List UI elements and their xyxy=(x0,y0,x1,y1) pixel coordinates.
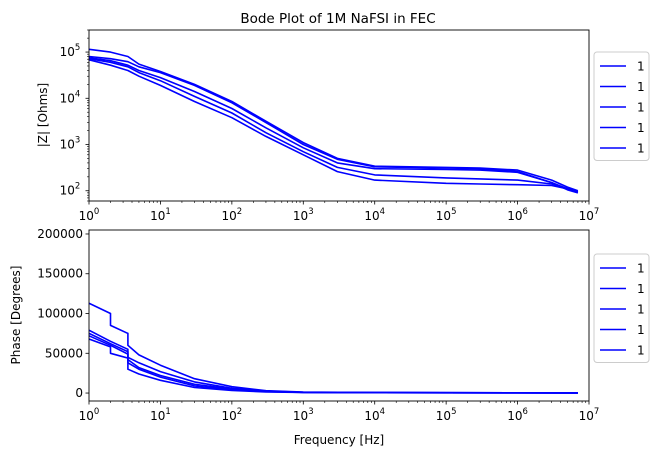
y-tick-label: 150000 xyxy=(37,267,83,281)
x-tick-label: 104 xyxy=(364,407,385,423)
chart-title: Bode Plot of 1M NaFSI in FEC xyxy=(240,11,435,27)
y-tick-label: 104 xyxy=(60,89,81,105)
legend-label: 1 xyxy=(637,121,645,135)
series-line-3 xyxy=(89,57,579,194)
phase-x-axis: 100 101 102 103 104 105 106 107 xyxy=(79,401,600,423)
y-tick-label: 102 xyxy=(60,182,81,198)
phase-series-group xyxy=(89,302,578,394)
legend-label: 1 xyxy=(637,282,645,296)
magnitude-legend: 1 1 1 1 1 xyxy=(593,51,650,161)
y-tick-label: 50000 xyxy=(45,346,83,360)
x-tick-label: 101 xyxy=(150,207,171,223)
magnitude-panel: Bode Plot of 1M NaFSI in FEC 100 101 102 10… xyxy=(36,11,650,223)
y-tick-label: 103 xyxy=(60,136,81,152)
phase-x-axis-label: Frequency [Hz] xyxy=(294,433,385,447)
x-tick-label: 102 xyxy=(222,407,243,423)
y-tick-label: 105 xyxy=(60,43,81,59)
legend-label: 1 xyxy=(637,142,645,156)
x-tick-label: 100 xyxy=(79,407,100,423)
magnitude-y-axis-label: |Z| [Ohms] xyxy=(36,83,50,147)
x-tick-label: 101 xyxy=(150,407,171,423)
x-tick-label: 104 xyxy=(364,207,385,223)
magnitude-plot-frame xyxy=(88,29,590,202)
y-tick-label: 200000 xyxy=(37,227,83,241)
x-tick-label: 100 xyxy=(79,207,100,223)
phase-panel: 100 101 102 103 104 105 106 107 0 50000 100000 150… xyxy=(9,227,650,447)
x-tick-label: 105 xyxy=(436,407,457,423)
series-line-5 xyxy=(89,59,579,193)
x-tick-label: 103 xyxy=(293,407,314,423)
phase-y-axis-label: Phase [Degrees] xyxy=(9,266,23,365)
magnitude-x-axis: 100 101 102 103 104 105 106 107 xyxy=(79,201,600,223)
x-tick-label: 102 xyxy=(222,207,243,223)
legend-label: 1 xyxy=(637,323,645,337)
y-tick-label: 0 xyxy=(75,386,83,400)
series-line-4 xyxy=(89,57,579,193)
phase-legend: 1 1 1 1 1 xyxy=(593,253,650,363)
magnitude-y-axis: 102 103 104 105 xyxy=(60,29,89,202)
magnitude-series-group xyxy=(89,48,579,194)
phase-plot-frame xyxy=(88,229,590,402)
phase-y-axis: 0 50000 100000 150000 200000 xyxy=(37,227,89,400)
legend-label: 1 xyxy=(637,80,645,94)
series-line-1 xyxy=(89,48,579,192)
x-tick-label: 106 xyxy=(507,207,528,223)
x-tick-label: 103 xyxy=(293,207,314,223)
series-line-5 xyxy=(89,338,578,394)
x-tick-label: 106 xyxy=(507,407,528,423)
legend-label: 1 xyxy=(637,262,645,276)
legend-label: 1 xyxy=(637,303,645,317)
x-tick-label: 107 xyxy=(579,207,600,223)
legend-label: 1 xyxy=(637,101,645,115)
legend-label: 1 xyxy=(637,60,645,74)
x-tick-label: 105 xyxy=(436,207,457,223)
legend-label: 1 xyxy=(637,344,645,358)
x-tick-label: 107 xyxy=(579,407,600,423)
y-tick-label: 100000 xyxy=(37,307,83,321)
